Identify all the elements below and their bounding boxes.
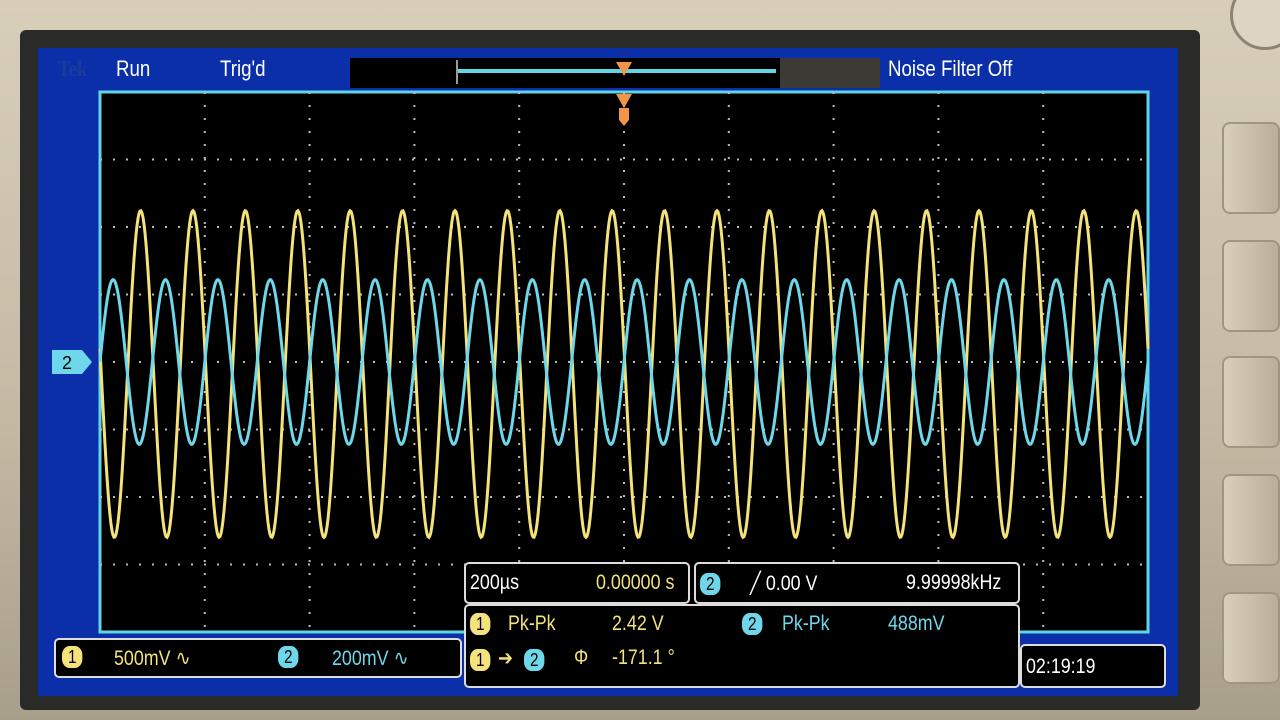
arrow-right-icon: ➔	[498, 647, 513, 670]
clock-box: 02:19:19	[1020, 644, 1166, 688]
ch2-measure-label: Pk-Pk	[782, 612, 830, 635]
rising-edge-icon: ╱	[750, 572, 761, 595]
side-button-1[interactable]	[1222, 122, 1280, 214]
phase-to-badge: 2	[524, 649, 545, 671]
noise-filter-status: Noise Filter Off	[888, 56, 1013, 81]
trigger-level-value: 0.00 V	[765, 572, 818, 595]
trigger-level: ╱ 0.00 V	[750, 571, 817, 596]
ch1-measure-value: 2.42 V	[612, 612, 664, 635]
phase-from-badge: 1	[470, 649, 491, 671]
trigger-frequency: 9.99998kHz	[906, 571, 1002, 594]
ch2-scale-value: 200mV	[332, 647, 389, 670]
run-state: Run	[116, 56, 151, 81]
brand-logo: Tek	[58, 56, 88, 81]
scope-screen: Tek Run Trig'd Noise Filter Off 2 1 500m…	[38, 48, 1178, 696]
status-bar: Tek Run Trig'd Noise Filter Off	[38, 48, 1178, 88]
record-view-trace	[458, 69, 776, 73]
timebase-box[interactable]: 200µs 0.00000 s	[464, 562, 690, 604]
phase-symbol: Φ	[574, 646, 589, 669]
waveform-display: 2	[52, 62, 1150, 634]
record-view-remainder	[780, 58, 880, 88]
side-button-5[interactable]	[1222, 592, 1280, 684]
side-button-4[interactable]	[1222, 474, 1280, 566]
ch2-scale[interactable]: 200mV ∿	[332, 646, 409, 671]
trigger-source-badge: 2	[700, 573, 721, 595]
trigger-box[interactable]: 2 ╱ 0.00 V 9.99998kHz	[694, 562, 1020, 604]
ch1-badge[interactable]: 1	[62, 646, 83, 668]
ch2-measure-value: 488mV	[888, 612, 945, 635]
timebase-scale: 200µs	[470, 571, 519, 594]
ch1-scale-value: 500mV	[114, 647, 171, 670]
trigger-state: Trig'd	[220, 56, 266, 81]
ac-coupling-icon: ∿	[175, 647, 191, 670]
measurement-box: 1 Pk-Pk 2.42 V 2 Pk-Pk 488mV 1 ➔ 2 Φ -17…	[464, 604, 1020, 688]
ch2-ground-marker	[52, 350, 92, 374]
ch1-badge: 1	[470, 613, 491, 635]
side-button-3[interactable]	[1222, 356, 1280, 448]
phase-value: -171.1 °	[612, 646, 675, 669]
waveform-ch2	[98, 278, 1150, 446]
ch2-badge[interactable]: 2	[278, 646, 299, 668]
ch1-measure-label: Pk-Pk	[508, 612, 556, 635]
ch2-badge: 2	[742, 613, 763, 635]
trigger-position-marker	[616, 62, 632, 126]
record-view-bar	[350, 58, 780, 88]
clock: 02:19:19	[1026, 655, 1096, 678]
ch1-scale[interactable]: 500mV ∿	[114, 646, 191, 671]
timebase-position: 0.00000 s	[596, 571, 675, 594]
ch2-ground-label: 2	[62, 353, 72, 373]
side-button-2[interactable]	[1222, 240, 1280, 332]
ac-coupling-icon: ∿	[393, 647, 409, 670]
channel-scale-box: 1 500mV ∿ 2 200mV ∿	[54, 638, 462, 678]
